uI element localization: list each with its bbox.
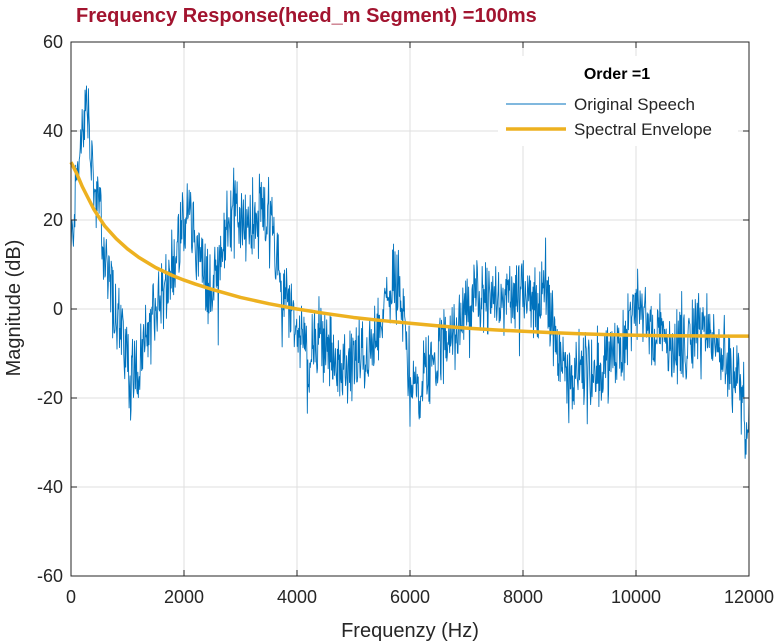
y-axis-label: Magnitude (dB) [3,240,25,377]
x-tick-label: 2000 [164,587,204,607]
x-tick-label: 0 [66,587,76,607]
legend: Order =1 Original Speech Spectral Envelo… [498,56,738,146]
series-line-original-speech [70,85,750,459]
y-tick-label: 40 [43,121,63,141]
y-tick-label: 0 [53,299,63,319]
series-layer [69,85,750,459]
y-tick-label: 20 [43,210,63,230]
x-tick-label: 12000 [724,587,774,607]
y-tick-labels: -60 -40 -20 0 20 40 60 [37,32,63,586]
x-tick-labels: 0 2000 4000 6000 8000 10000 12000 [66,587,774,607]
x-tick-label: 8000 [503,587,543,607]
y-tick-label: 60 [43,32,63,52]
legend-title: Order =1 [584,66,650,83]
x-tick-label: 10000 [611,587,661,607]
series-line-spectral-envelope [69,161,749,338]
legend-label-spectral-envelope: Spectral Envelope [574,120,712,139]
legend-background [498,56,738,146]
legend-label-original-speech: Original Speech [574,95,695,114]
x-axis-label: Frequenzy (Hz) [341,620,479,642]
y-tick-label: -20 [37,388,63,408]
x-tick-label: 6000 [390,587,430,607]
x-tick-label: 4000 [277,587,317,607]
y-tick-label: -60 [37,566,63,586]
tick-marks [70,41,750,577]
y-tick-label: -40 [37,477,63,497]
chart-title: Frequency Response(heed_m Segment) =100m… [76,5,537,27]
